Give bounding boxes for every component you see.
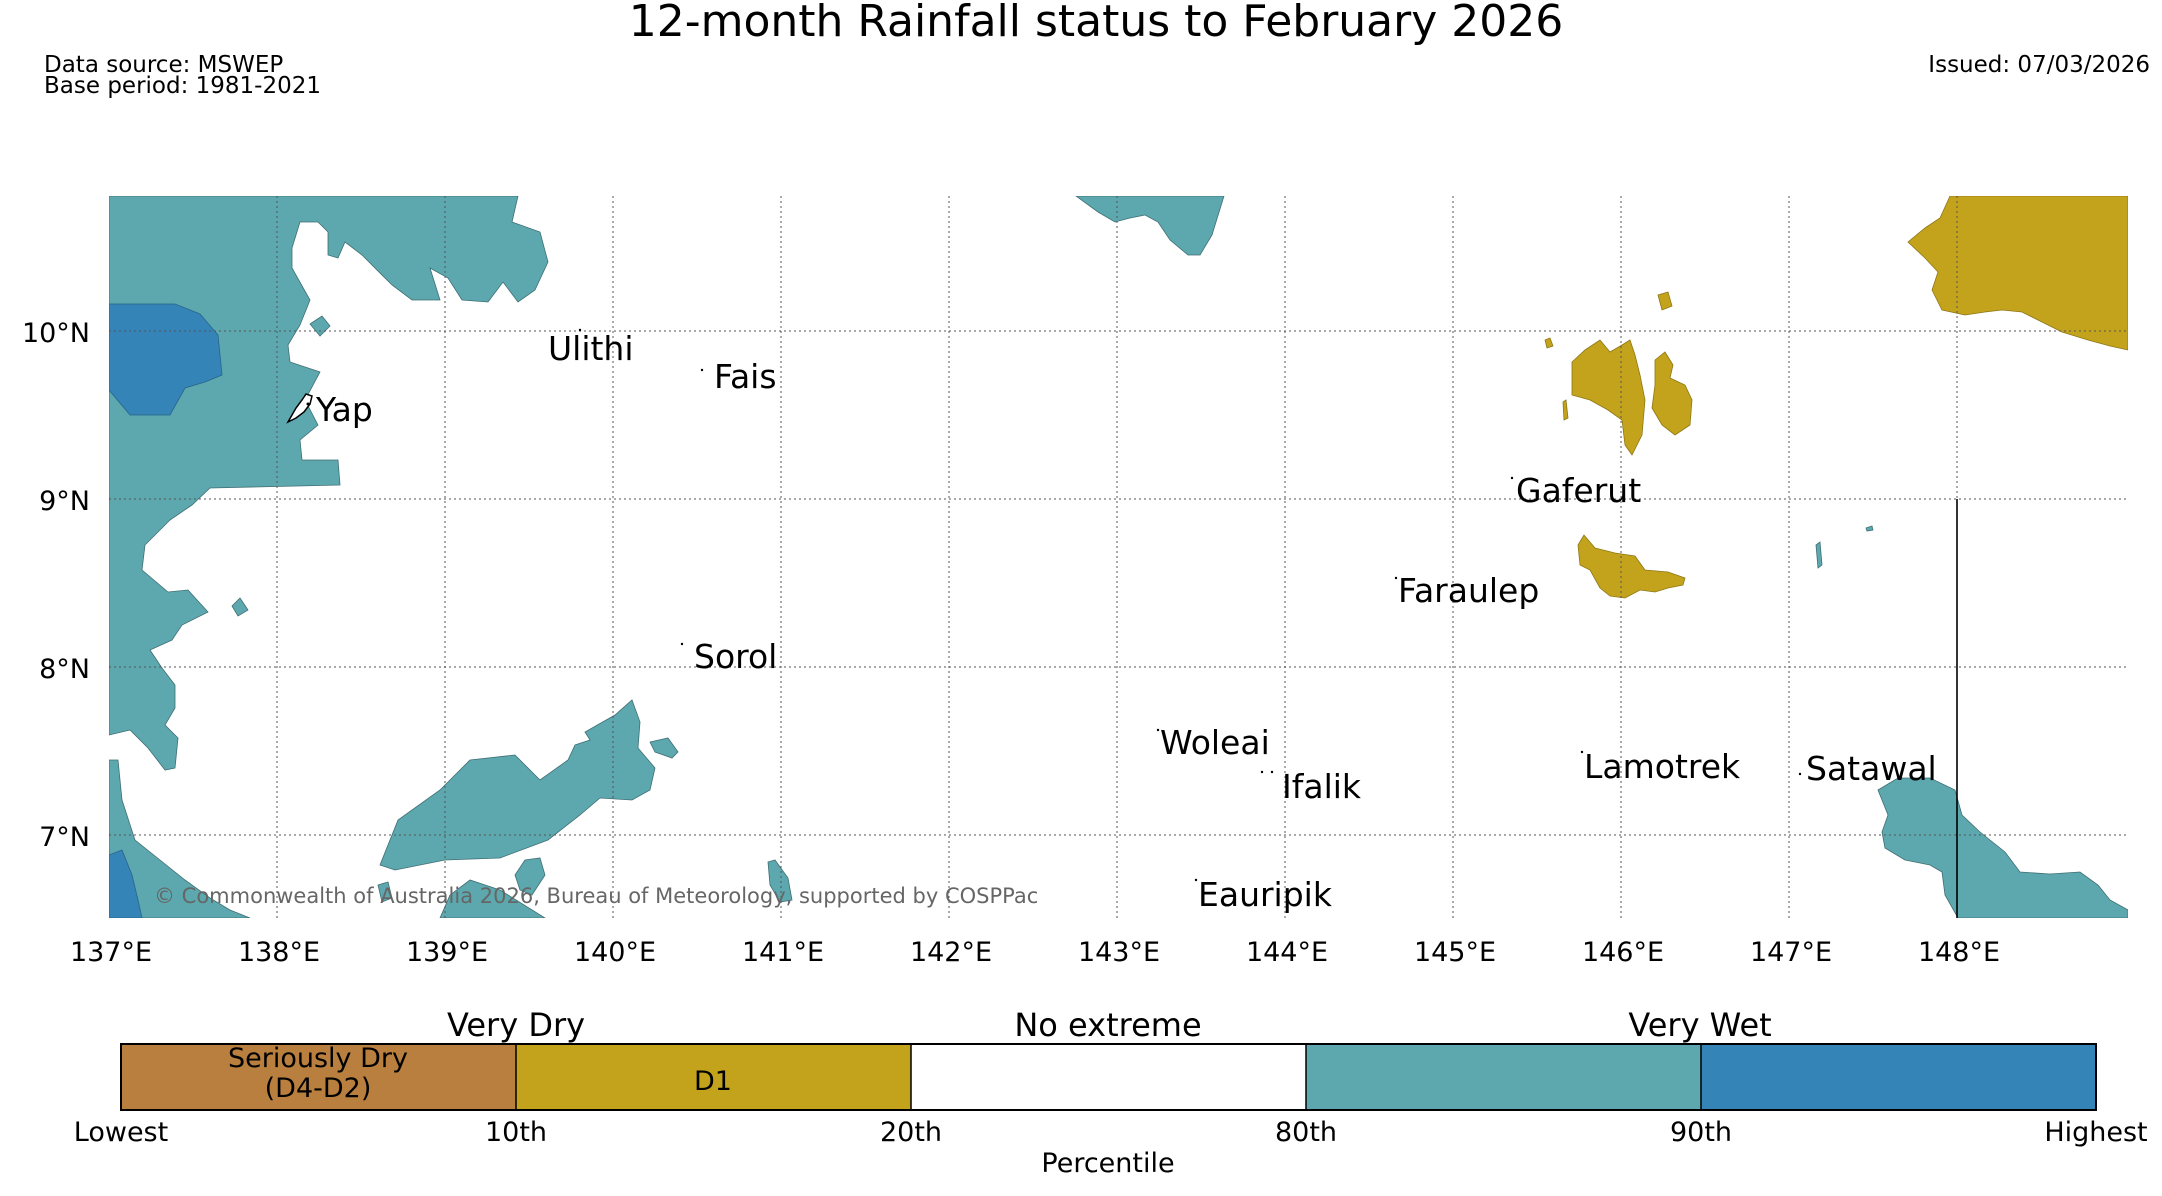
place-woleai: Woleai <box>1156 723 1270 762</box>
base-period-text: Base period: 1981-2021 <box>44 73 321 99</box>
lon-label: 138°E <box>238 937 320 968</box>
very-wet-region-south-central <box>379 699 656 871</box>
lon-label: 137°E <box>70 937 152 968</box>
figure-title: 12-month Rainfall status to February 202… <box>629 0 1564 47</box>
legend-group-very-wet: Very Wet <box>1628 1006 1771 1044</box>
lon-label: 142°E <box>910 937 992 968</box>
d1-dry-blob-4 <box>1562 399 1569 421</box>
legend-tick-highest: Highest <box>2044 1117 2147 1148</box>
place-yap: Yap <box>306 390 373 429</box>
legend-tick-lowest: Lowest <box>74 1117 168 1148</box>
legend-category-label: Seriously Dry <box>228 1043 408 1074</box>
very-wet-blob-6 <box>767 859 793 903</box>
d1-dry-region-north <box>1571 339 1646 456</box>
longitude-labels: 137°E 138°E 139°E 140°E 141°E 142°E 143°… <box>70 937 2000 968</box>
svg-text:Lamotrek: Lamotrek <box>1584 747 1741 786</box>
svg-text:Eauripik: Eauripik <box>1198 875 1333 914</box>
place-ifalik: Ifalik <box>1260 767 1362 806</box>
place-gaferut: Gaferut <box>1510 471 1641 510</box>
rainfall-regions <box>109 196 2128 918</box>
data-source-text: Data source: MSWEP <box>44 52 283 78</box>
place-lamotrek: Lamotrek <box>1580 747 1741 786</box>
lon-label: 146°E <box>1582 937 1664 968</box>
lon-label: 139°E <box>406 937 488 968</box>
legend-tick-10th: 10th <box>485 1117 547 1148</box>
very-wet-blob-3 <box>649 737 679 759</box>
issued-date-text: Issued: 07/03/2026 <box>1928 52 2150 78</box>
place-eauripik: Eauripik <box>1194 875 1333 914</box>
legend-category-label: D1 <box>694 1066 732 1097</box>
lon-label: 140°E <box>574 937 656 968</box>
svg-text:Satawal: Satawal <box>1806 749 1937 788</box>
svg-text:Fais: Fais <box>714 357 777 396</box>
latitude-labels: 10°N 9°N 8°N 7°N <box>22 318 90 853</box>
legend-swatch-seriously-dry <box>121 1044 516 1110</box>
very-wet-blob-2 <box>231 597 249 617</box>
very-wet-region-southwest <box>109 759 251 918</box>
lon-label: 144°E <box>1246 937 1328 968</box>
legend-group-no-extreme: No extreme <box>1014 1006 1201 1044</box>
svg-text:Sorol: Sorol <box>694 637 777 676</box>
legend-swatch-very-wet <box>1306 1044 1701 1110</box>
highest-region-west <box>109 303 223 416</box>
svg-text:Woleai: Woleai <box>1160 723 1270 762</box>
legend-tick-80th: 80th <box>1275 1117 1337 1148</box>
very-wet-blob-5 <box>439 879 546 918</box>
legend-swatch-no-extreme <box>911 1044 1306 1110</box>
lat-label: 7°N <box>39 822 90 853</box>
lon-label: 148°E <box>1918 937 2000 968</box>
yap-island-shape <box>286 393 313 424</box>
lat-label: 9°N <box>39 486 90 517</box>
map-gridlines <box>109 196 2128 918</box>
d1-dry-region-northeast <box>1907 196 2128 351</box>
legend-category-label: (D4-D2) <box>265 1073 372 1104</box>
d1-dry-region-central <box>1577 534 1686 599</box>
very-wet-blob-8 <box>1815 541 1823 569</box>
very-wet-region-north-central <box>1075 196 1225 256</box>
svg-text:Faraulep: Faraulep <box>1398 571 1539 610</box>
legend-frame <box>120 1043 2097 1111</box>
lon-label: 141°E <box>742 937 824 968</box>
d1-dry-blob-1 <box>1657 291 1673 311</box>
svg-text:Gaferut: Gaferut <box>1516 471 1641 510</box>
lon-label: 147°E <box>1750 937 1832 968</box>
lon-label: 145°E <box>1414 937 1496 968</box>
lon-label: 143°E <box>1078 937 1160 968</box>
percentile-legend: Very Dry No extreme Very Wet Seriously D… <box>74 1006 2148 1179</box>
d1-dry-blob-2 <box>1651 351 1693 436</box>
legend-swatch-d1 <box>516 1044 911 1110</box>
legend-group-very-dry: Very Dry <box>447 1006 585 1044</box>
very-wet-region-southeast <box>1877 777 2128 918</box>
place-sorol: Sorol <box>680 637 777 676</box>
svg-text:Yap: Yap <box>315 390 373 429</box>
svg-text:Ulithi: Ulithi <box>548 329 634 368</box>
very-wet-blob-7 <box>377 881 393 903</box>
lat-label: 10°N <box>22 318 90 349</box>
legend-tick-20th: 20th <box>880 1117 942 1148</box>
place-labels: Yap Ulithi Fais Gaferut Faraulep Sorol W… <box>306 328 1937 914</box>
very-wet-blob-9 <box>1865 525 1874 532</box>
map-panel: Yap Ulithi Fais Gaferut Faraulep Sorol W… <box>22 196 2128 968</box>
copyright-text: © Commonwealth of Australia 2026, Bureau… <box>154 884 1038 908</box>
highest-region-southwest <box>109 849 143 918</box>
place-faraulep: Faraulep <box>1394 571 1539 610</box>
legend-tick-90th: 90th <box>1670 1117 1732 1148</box>
d1-dry-blob-3 <box>1544 337 1554 349</box>
svg-text:Ifalik: Ifalik <box>1282 767 1362 806</box>
legend-axis-label: Percentile <box>1041 1148 1174 1179</box>
place-fais: Fais <box>700 357 777 396</box>
very-wet-blob-4 <box>514 857 546 896</box>
legend-swatch-highest <box>1701 1044 2096 1110</box>
lat-label: 8°N <box>39 654 90 685</box>
place-satawal: Satawal <box>1798 749 1937 788</box>
place-ulithi: Ulithi <box>548 328 634 368</box>
